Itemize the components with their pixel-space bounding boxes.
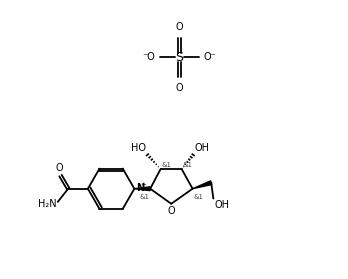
Text: H₂N: H₂N (38, 199, 56, 209)
Text: &1: &1 (140, 194, 150, 200)
Polygon shape (192, 181, 212, 189)
Polygon shape (134, 187, 150, 191)
Text: &1: &1 (162, 162, 172, 168)
Text: +: + (140, 182, 146, 188)
Text: HO: HO (131, 143, 146, 153)
Text: S: S (175, 51, 183, 64)
Text: OH: OH (195, 143, 209, 153)
Text: O⁻: O⁻ (204, 52, 216, 62)
Text: O: O (176, 83, 183, 93)
Text: O: O (167, 206, 175, 217)
Text: O: O (55, 163, 63, 173)
Text: OH: OH (215, 201, 230, 210)
Text: &1: &1 (183, 162, 193, 168)
Text: &1: &1 (194, 194, 204, 200)
Text: N: N (136, 183, 144, 193)
Text: ⁻O: ⁻O (143, 52, 156, 62)
Text: O: O (176, 22, 183, 32)
